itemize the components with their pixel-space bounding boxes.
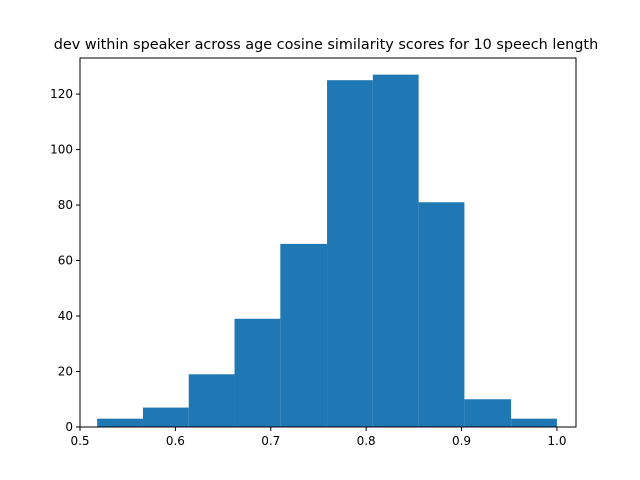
x-tick-label: 0.8 <box>357 434 376 448</box>
histogram-bar <box>372 74 419 428</box>
histogram-bar <box>234 318 281 427</box>
histogram-bar <box>188 374 235 427</box>
y-tick-label: 0 <box>65 420 73 434</box>
histogram-bar <box>464 399 512 427</box>
x-tick-label: 0.9 <box>452 434 471 448</box>
histogram-bars <box>97 74 557 428</box>
x-axis: 0.5 0.6 0.7 0.8 0.9 1.0 <box>70 427 566 448</box>
y-tick-label: 20 <box>58 365 73 379</box>
x-tick-label: 0.5 <box>70 434 89 448</box>
x-tick-label: 1.0 <box>547 434 566 448</box>
y-tick-label: 40 <box>58 309 73 323</box>
histogram-bar <box>280 243 328 427</box>
histogram-bar <box>511 418 557 427</box>
y-tick-label: 120 <box>50 87 73 101</box>
plot-frame <box>79 57 577 428</box>
y-axis: 0 20 40 60 80 100 120 <box>50 87 80 434</box>
y-tick-label: 60 <box>58 254 73 268</box>
x-tick-label: 0.7 <box>261 434 280 448</box>
histogram-bar <box>327 80 373 427</box>
y-tick-label: 100 <box>50 143 73 157</box>
histogram-bar <box>97 418 143 427</box>
histogram-bar <box>142 407 189 427</box>
y-tick-label: 80 <box>58 198 73 212</box>
chart-title: dev within speaker across age cosine sim… <box>54 37 598 53</box>
x-tick-label: 0.6 <box>166 434 185 448</box>
histogram-bar <box>418 202 465 427</box>
